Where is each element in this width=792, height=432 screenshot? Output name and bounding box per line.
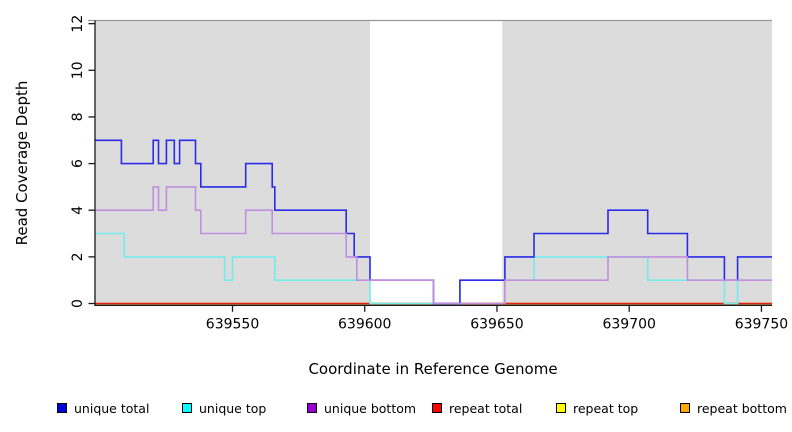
y-tick-label: 8 — [70, 112, 86, 121]
y-tick-label: 12 — [70, 15, 86, 33]
legend-swatch-icon — [57, 403, 67, 413]
legend-item-repeat-total: repeat total — [432, 400, 522, 416]
x-axis-label: Coordinate in Reference Genome — [308, 360, 558, 378]
y-tick-label: 10 — [70, 61, 86, 79]
series-line-unique-bottom — [95, 186, 772, 305]
x-tick-label: 639550 — [206, 316, 259, 332]
x-tick-label: 639650 — [470, 316, 523, 332]
legend-item-unique-bottom: unique bottom — [307, 400, 416, 416]
y-tick-label: 0 — [70, 299, 86, 308]
legend-swatch-icon — [182, 403, 192, 413]
y-tick-label: 6 — [70, 159, 86, 168]
x-tick-label: 639600 — [338, 316, 391, 332]
legend-label: repeat top — [573, 400, 639, 416]
series-line-unique-total — [95, 139, 772, 305]
y-tick-label: 2 — [70, 252, 86, 261]
legend-item-repeat-top: repeat top — [556, 400, 638, 416]
legend-item-repeat-bottom: repeat bottom — [680, 400, 787, 416]
legend-item-unique-top: unique top — [182, 400, 266, 416]
x-tick-label: 639700 — [602, 316, 655, 332]
legend-item-unique-total: unique total — [57, 400, 149, 416]
highlight-region — [370, 20, 503, 306]
legend: unique total unique top unique bottom repea… — [0, 397, 792, 421]
legend-swatch-icon — [432, 403, 442, 413]
legend-label: repeat bottom — [697, 400, 787, 416]
y-axis-label: Read Coverage Depth — [13, 80, 31, 246]
x-tick-label: 639750 — [735, 316, 788, 332]
legend-swatch-icon — [307, 403, 317, 413]
y-tick-label: 4 — [70, 206, 86, 215]
legend-label: unique top — [199, 400, 267, 416]
series-line-unique-top — [95, 232, 772, 305]
legend-label: unique bottom — [324, 400, 417, 416]
legend-label: repeat total — [449, 400, 523, 416]
legend-label: unique total — [74, 400, 150, 416]
legend-swatch-icon — [680, 403, 690, 413]
legend-swatch-icon — [556, 403, 566, 413]
